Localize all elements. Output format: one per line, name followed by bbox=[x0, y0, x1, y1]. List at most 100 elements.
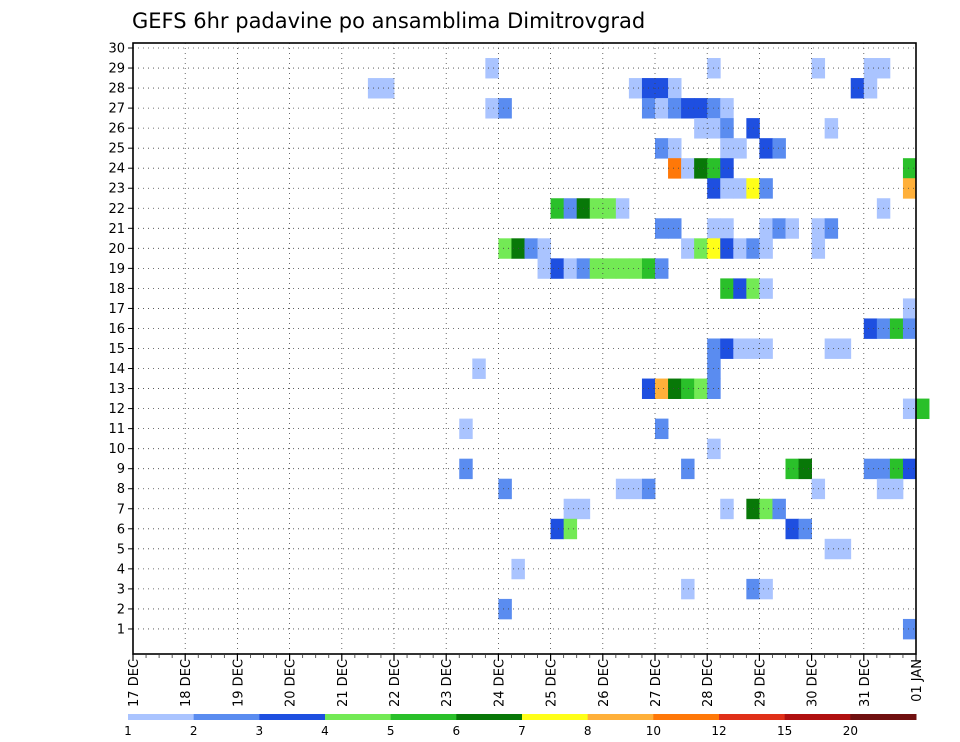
y-tick-label: 14 bbox=[108, 362, 125, 377]
precip-cell bbox=[681, 578, 695, 600]
precip-cell bbox=[550, 258, 565, 279]
colorbar-label: 2 bbox=[190, 724, 198, 738]
precip-cell bbox=[902, 298, 917, 319]
precip-cell bbox=[759, 498, 773, 520]
precip-cell bbox=[550, 198, 565, 219]
colorbar-swatch bbox=[784, 714, 851, 720]
x-tick-label: 19 DEC bbox=[231, 659, 246, 707]
precip-cell bbox=[668, 98, 682, 119]
colorbar-label: 8 bbox=[584, 724, 592, 738]
y-tick-label: 4 bbox=[117, 562, 125, 577]
precip-cell bbox=[628, 78, 643, 99]
precip-cell bbox=[681, 98, 695, 119]
precip-cell bbox=[863, 458, 878, 480]
x-tick-label: 01 JAN bbox=[910, 659, 925, 702]
y-tick-label: 22 bbox=[108, 202, 125, 217]
precip-cell bbox=[889, 478, 904, 500]
precip-cell bbox=[785, 458, 799, 480]
y-tick-label: 23 bbox=[108, 182, 125, 197]
y-tick-label: 17 bbox=[108, 302, 125, 317]
precip-cell bbox=[759, 138, 773, 159]
precip-cell bbox=[916, 398, 930, 420]
precip-cell bbox=[694, 118, 708, 139]
colorbar-swatch bbox=[128, 714, 195, 720]
y-tick-label: 3 bbox=[117, 582, 125, 597]
colorbar-label: 6 bbox=[453, 724, 461, 738]
precip-cell bbox=[681, 458, 695, 480]
y-tick-label: 10 bbox=[108, 442, 125, 457]
colorbar-label: 1 bbox=[124, 724, 132, 738]
precip-cell bbox=[720, 238, 734, 259]
precip-cell bbox=[668, 378, 682, 399]
precip-cell bbox=[720, 118, 734, 139]
precip-cell bbox=[367, 78, 382, 99]
precip-cell bbox=[602, 258, 617, 279]
precip-cell bbox=[668, 218, 682, 239]
precip-cell bbox=[459, 418, 473, 440]
y-tick-label: 24 bbox=[108, 162, 125, 177]
precip-cell bbox=[472, 358, 486, 379]
precip-cell bbox=[589, 258, 604, 279]
y-tick-label: 13 bbox=[108, 382, 125, 397]
precip-cell bbox=[655, 378, 669, 399]
y-tick-label: 5 bbox=[117, 542, 125, 557]
precip-cell bbox=[798, 458, 812, 480]
x-tick-label: 26 DEC bbox=[597, 659, 612, 707]
y-tick-label: 18 bbox=[108, 282, 125, 297]
precip-cell bbox=[655, 98, 669, 119]
precip-cell bbox=[589, 198, 604, 219]
precip-cell bbox=[668, 158, 682, 179]
precip-cell bbox=[902, 158, 917, 179]
y-tick-label: 11 bbox=[108, 422, 125, 437]
precip-cell bbox=[694, 238, 708, 259]
precip-cell bbox=[759, 178, 773, 199]
colorbar-swatch bbox=[719, 714, 786, 720]
precip-cell bbox=[563, 498, 578, 520]
colorbar-label: 5 bbox=[387, 724, 395, 738]
precip-cell bbox=[537, 238, 551, 259]
precip-cell bbox=[681, 158, 695, 179]
colorbar-swatch bbox=[259, 714, 326, 720]
precip-cell bbox=[824, 218, 839, 239]
y-tick-label: 27 bbox=[108, 102, 125, 117]
precip-cell bbox=[889, 318, 904, 339]
precip-cell bbox=[498, 598, 512, 620]
x-tick-label: 29 DEC bbox=[753, 659, 768, 707]
precip-cell bbox=[563, 258, 578, 279]
colorbar-swatch bbox=[653, 714, 720, 720]
precip-cell bbox=[785, 518, 799, 540]
colorbar-label: 3 bbox=[256, 724, 264, 738]
x-tick-label: 27 DEC bbox=[649, 659, 664, 707]
y-tick-label: 8 bbox=[117, 482, 125, 497]
precip-cell bbox=[733, 338, 747, 359]
x-tick-label: 23 DEC bbox=[440, 659, 455, 707]
y-tick-label: 15 bbox=[108, 342, 125, 357]
x-axis-date-ticks: 17 DEC 18 DEC 19 DEC 20 DEC 21 DEC 22 DEC 23 D… bbox=[127, 654, 925, 707]
x-tick-label: 25 DEC bbox=[545, 659, 560, 707]
precip-cell bbox=[537, 258, 551, 279]
precip-cell bbox=[850, 78, 865, 99]
precip-cell bbox=[889, 458, 904, 480]
precip-cell bbox=[720, 218, 734, 239]
x-tick-label: 18 DEC bbox=[179, 659, 194, 707]
precip-cell bbox=[837, 338, 852, 359]
y-tick-label: 2 bbox=[117, 602, 125, 617]
precip-cell bbox=[837, 538, 852, 560]
y-tick-label: 25 bbox=[108, 142, 125, 157]
precip-cell bbox=[759, 218, 773, 239]
precip-cell bbox=[524, 238, 538, 259]
precip-cell bbox=[759, 278, 773, 299]
precip-cell bbox=[655, 218, 669, 239]
colorbar-label: 12 bbox=[711, 724, 726, 738]
precip-cell bbox=[380, 78, 395, 99]
colorbar-swatch bbox=[456, 714, 523, 720]
precip-cell bbox=[498, 98, 512, 119]
colorbar-swatch bbox=[522, 714, 589, 720]
y-tick-label: 1 bbox=[117, 622, 125, 637]
precip-cell bbox=[798, 518, 812, 540]
precip-cell bbox=[720, 98, 734, 119]
precip-cell bbox=[720, 278, 734, 299]
precip-cell bbox=[902, 178, 917, 199]
precip-cell bbox=[681, 238, 695, 259]
